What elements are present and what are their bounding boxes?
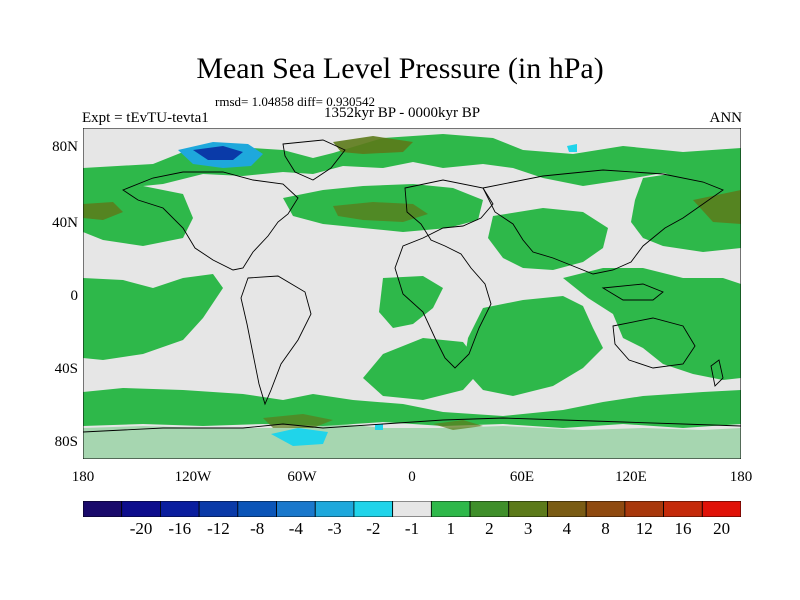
x-tick-label: 120E — [615, 469, 647, 485]
colorbar-label: -8 — [250, 519, 265, 538]
region-greenland-core — [193, 146, 243, 160]
region-asia — [488, 208, 608, 270]
colorbar-label: -1 — [404, 519, 420, 538]
colorbar-label: -4 — [288, 519, 303, 538]
period-label: 1352kyr BP - 0000kyr BP — [324, 105, 481, 121]
coast-australia — [612, 317, 696, 369]
region-south-atlantic — [363, 338, 483, 400]
colorbar-label: 20 — [713, 519, 731, 538]
coast-south-america — [240, 275, 312, 406]
colorbar-swatch — [276, 501, 316, 517]
colorbar-label: -16 — [168, 519, 192, 538]
colorbar-swatch — [547, 501, 587, 517]
colorbar-label: 2 — [485, 519, 494, 538]
colorbar-label: 8 — [601, 519, 610, 538]
colorbar-swatch — [392, 501, 432, 517]
colorbar-label: 12 — [635, 519, 653, 538]
colorbar-swatch — [663, 501, 703, 517]
region-ross-neg — [271, 428, 328, 446]
coast-asia — [482, 169, 724, 275]
region-southern-ocean — [83, 388, 741, 428]
colorbar-label: 16 — [674, 519, 692, 538]
coast-newzealand — [710, 359, 724, 387]
x-tick-label: 180 — [71, 469, 95, 485]
y-tick-label: 40N — [52, 215, 78, 231]
colorbar-label: -20 — [129, 519, 153, 538]
colorbar-label: -3 — [327, 519, 342, 538]
colorbar-swatch — [469, 501, 510, 517]
map-title: Mean Sea Level Pressure (in hPa) — [196, 52, 604, 85]
x-tick-label: 60E — [509, 469, 535, 485]
x-tick-label: 120W — [174, 469, 212, 485]
region-cyan-dot2 — [375, 424, 383, 430]
colorbar-swatch — [198, 501, 239, 517]
region-olive-arctic — [333, 136, 413, 154]
colorbar-label: 3 — [523, 519, 533, 538]
pressure-map — [83, 128, 741, 459]
colorbar-swatch — [624, 501, 664, 517]
colorbar-label: 4 — [562, 519, 572, 538]
colorbar-swatch — [237, 501, 277, 517]
coast-indonesia — [601, 283, 664, 301]
region-olive-pac-west — [83, 202, 123, 220]
x-tick-label: 180 — [729, 469, 753, 485]
coast-eurafrica — [394, 179, 494, 369]
region-antarctic-coast — [83, 424, 741, 459]
colorbar-swatch — [508, 501, 548, 517]
region-olive-pacific — [693, 190, 741, 224]
region-atlantic-tropics — [379, 276, 443, 328]
colorbar-label: -2 — [366, 519, 381, 538]
colorbar-label: -12 — [207, 519, 230, 538]
y-tick-label: 0 — [70, 288, 79, 304]
colorbar-swatch — [314, 501, 355, 517]
colorbar-swatch — [121, 501, 161, 517]
region-west-pacific — [563, 268, 741, 380]
colorbar-swatch — [585, 501, 626, 517]
season-label: ANN — [709, 110, 743, 126]
region-indian-ocean — [463, 296, 603, 396]
colorbar-label: 1 — [446, 519, 455, 538]
region-tropics-west — [83, 274, 223, 360]
colorbar-swatch — [160, 501, 200, 517]
region-olive-atlantic — [333, 202, 428, 222]
colorbar-swatch — [353, 501, 394, 517]
colorbar-swatch — [430, 501, 471, 517]
stats-text: rmsd= 1.04858 diff= 0.930542 — [215, 94, 375, 109]
negative-anomaly-regions — [178, 142, 577, 446]
region-cyan-dot1 — [567, 144, 577, 152]
x-tick-label: 60W — [287, 469, 317, 485]
region-north-pacific — [83, 186, 193, 246]
y-tick-label: 80N — [52, 139, 78, 155]
colorbar — [83, 501, 741, 517]
x-tick-label: 0 — [408, 469, 416, 485]
colorbar-swatch — [701, 501, 741, 517]
y-tick-label: 40S — [54, 361, 78, 377]
coast-north-america — [122, 171, 299, 271]
coast-greenland — [282, 139, 346, 181]
colorbar-swatch — [83, 501, 123, 517]
region-north-pacific-east — [631, 172, 741, 252]
coastlines — [83, 139, 741, 433]
region-olive-south2 — [433, 420, 483, 430]
experiment-label: Expt = tEvTU-tevta1 — [82, 110, 209, 126]
y-tick-label: 80S — [54, 434, 78, 450]
coast-antarctica — [83, 417, 741, 433]
